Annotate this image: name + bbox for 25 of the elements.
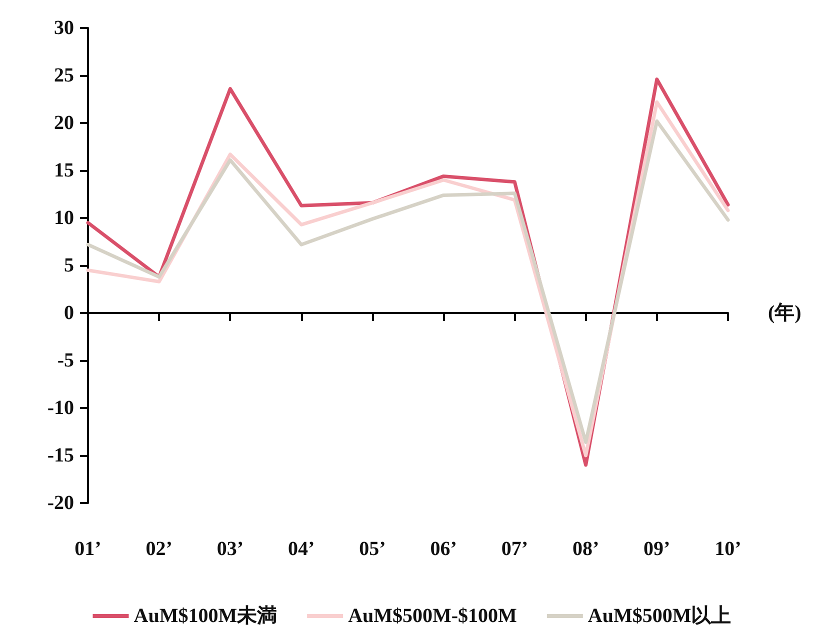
legend-label: AuM$500M以上 [588, 605, 732, 627]
y-tick-label: 15 [54, 160, 74, 182]
x-tick-label: 09’ [644, 538, 670, 560]
y-tick-label: -20 [47, 492, 74, 514]
y-tick-label: 25 [54, 64, 74, 86]
y-tick-label: 5 [64, 254, 74, 276]
x-tick-label: 07’ [501, 538, 528, 560]
x-tick-label: 08’ [572, 538, 600, 560]
legend-label: AuM$500M-$100M [348, 605, 518, 627]
x-tick-label: 04’ [288, 538, 315, 560]
x-tick-label: 06’ [430, 538, 457, 560]
y-tick-label: 0 [64, 302, 74, 324]
y-tick-label: -15 [47, 444, 74, 466]
x-tick-label: 01’ [74, 538, 102, 560]
y-tick-label: 30 [54, 17, 74, 39]
y-tick-label: 20 [54, 112, 74, 134]
legend-label: AuM$100M未満 [134, 605, 278, 627]
x-tick-label: 02’ [146, 538, 172, 560]
y-tick-label: -5 [57, 350, 74, 372]
x-axis-title: (年) [768, 302, 802, 324]
y-tick-label: -10 [47, 397, 74, 419]
x-tick-label: 05’ [359, 538, 386, 560]
x-tick-label: 03’ [216, 538, 244, 560]
y-tick-label: 10 [54, 207, 74, 229]
x-tick-label: 10’ [714, 538, 742, 560]
